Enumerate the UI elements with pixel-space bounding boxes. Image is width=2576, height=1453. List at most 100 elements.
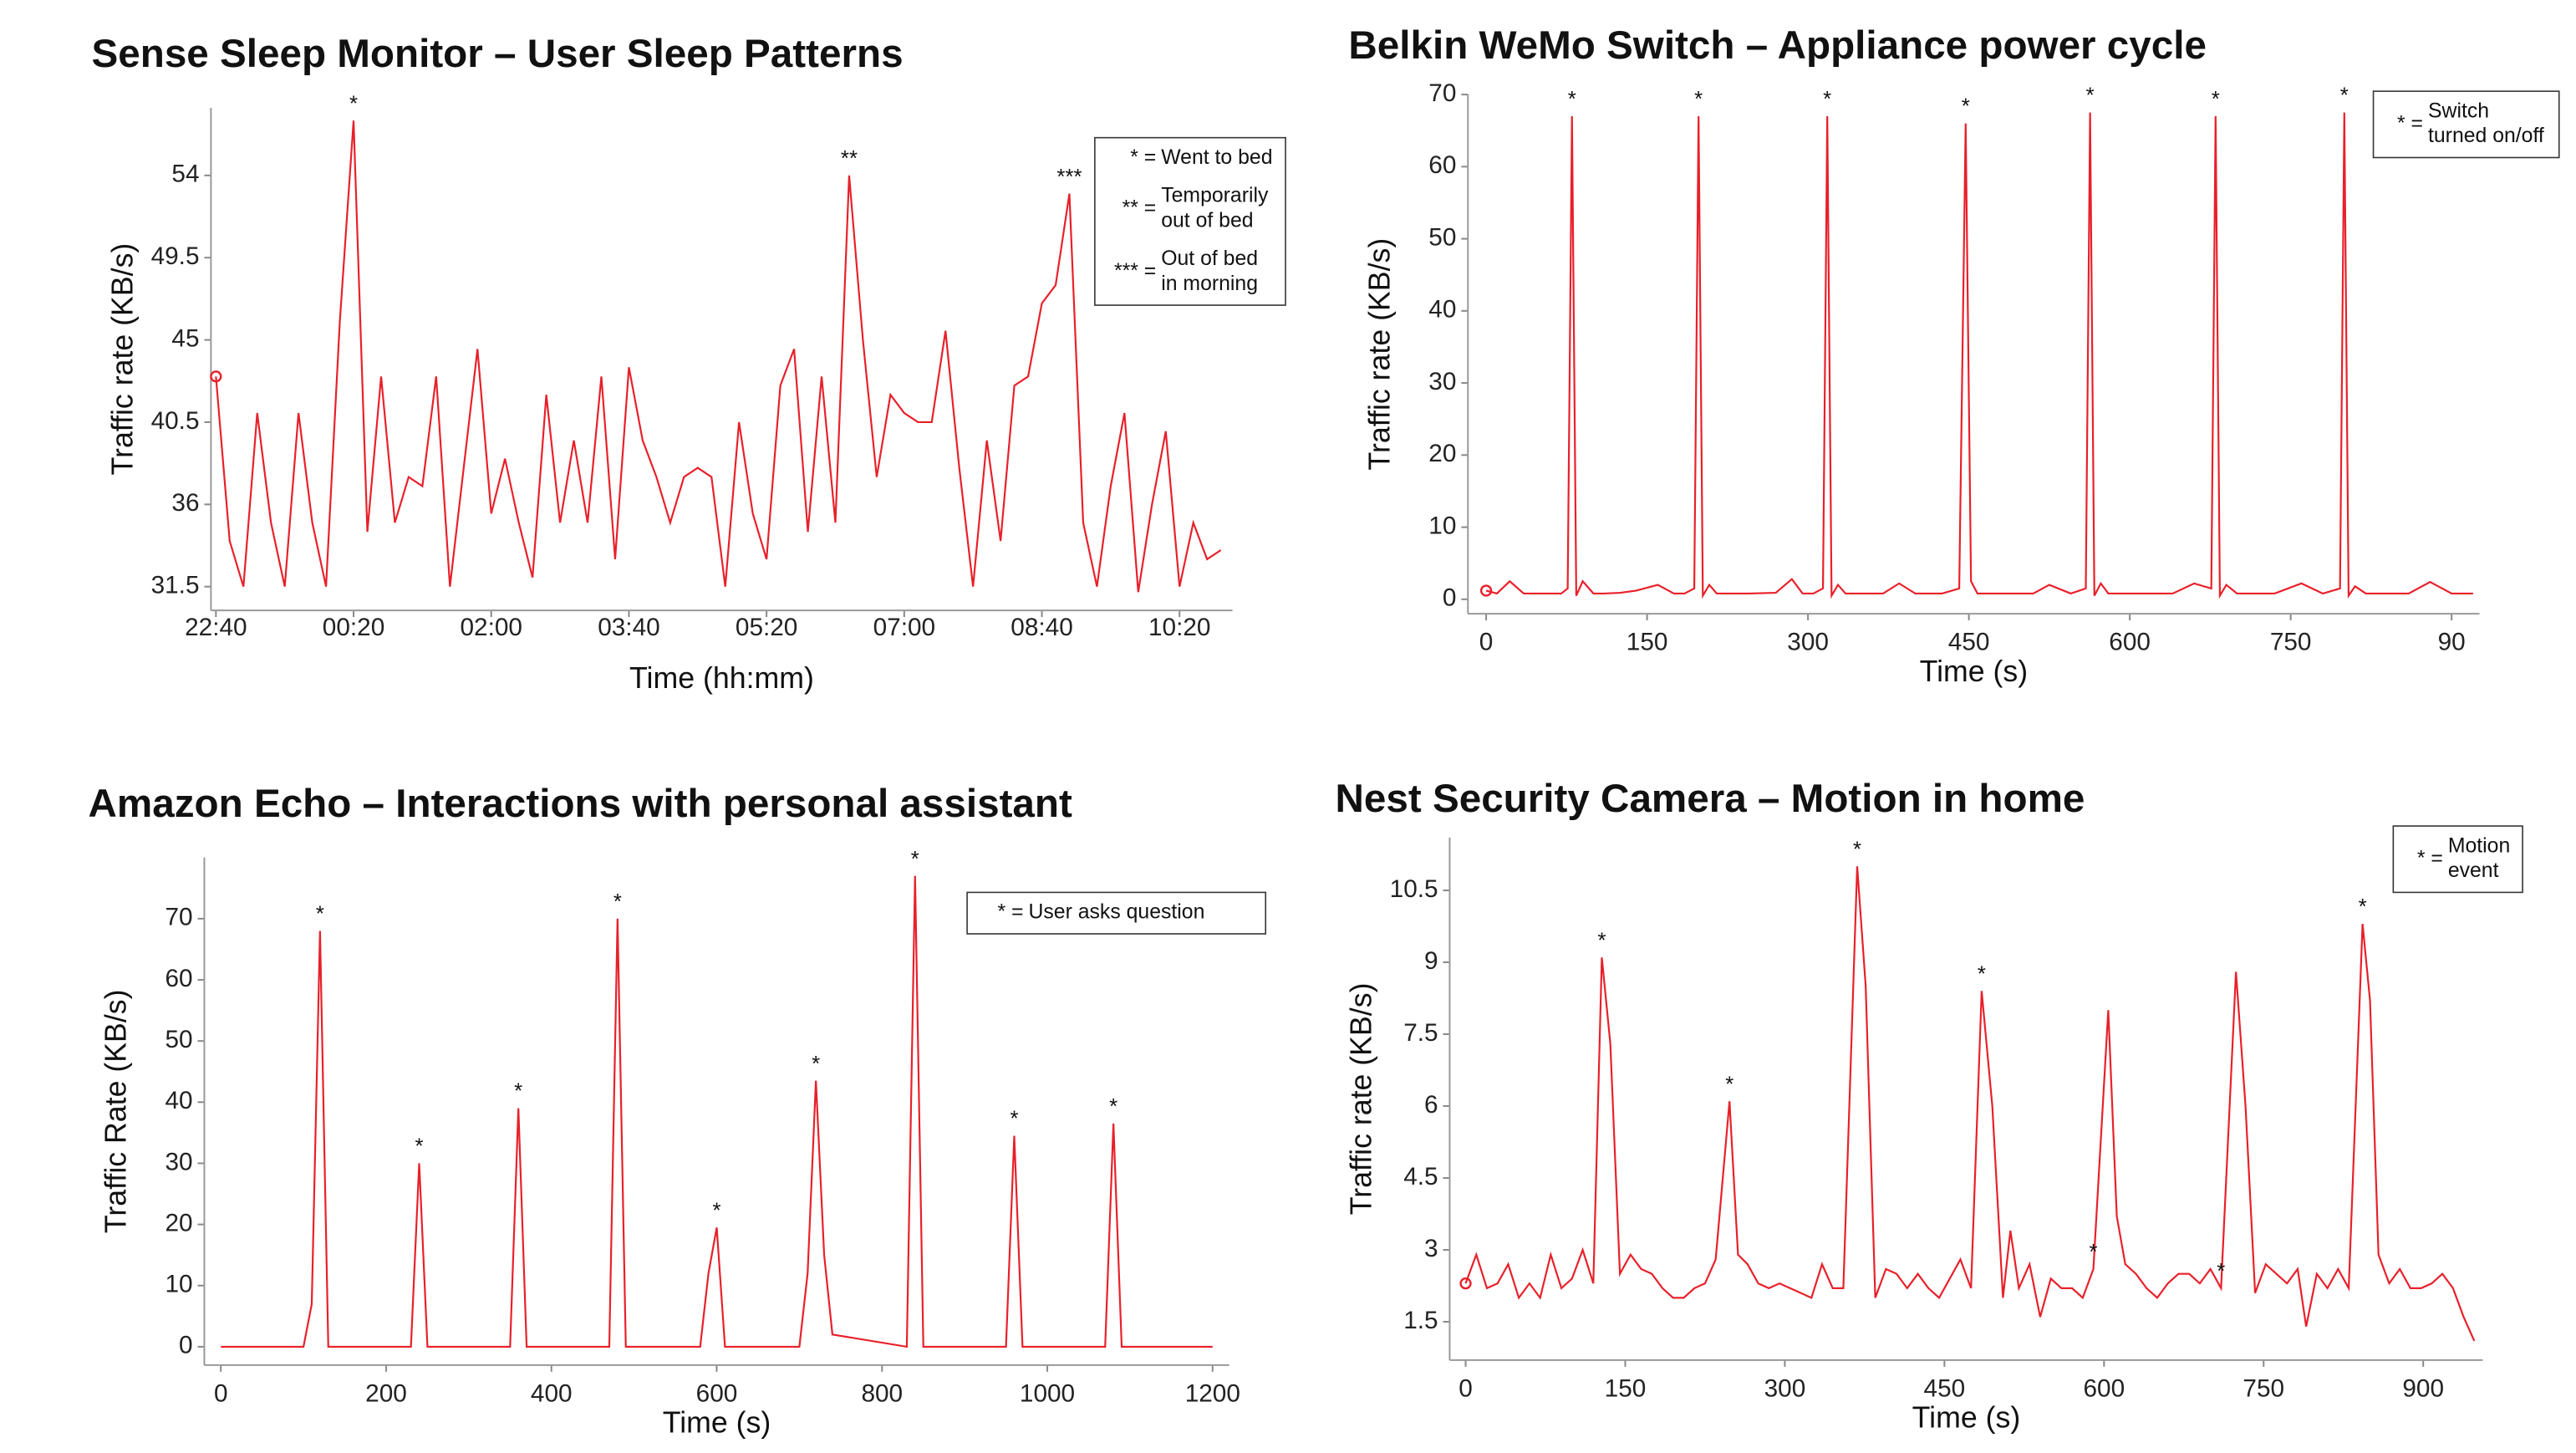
x-tick-label: 0 — [1479, 629, 1494, 656]
annotation: * — [1568, 88, 1576, 111]
x-axis-label: Time (hh:mm) — [629, 661, 814, 695]
annotation: ** — [841, 147, 858, 171]
annotation: * — [1823, 88, 1831, 111]
chart-title: Nest Security Camera – Motion in home — [1336, 777, 2085, 821]
legend-symbol: * = — [998, 901, 1024, 924]
annotation: * — [2340, 84, 2349, 108]
data-line — [221, 875, 1213, 1348]
x-tick-label: 1200 — [1185, 1379, 1240, 1407]
x-axis-label: Time (s) — [1912, 1401, 2021, 1435]
y-tick-label: 20 — [165, 1209, 192, 1236]
x-tick-label: 400 — [531, 1379, 573, 1407]
y-tick-label: 40 — [165, 1087, 192, 1114]
legend-text: Switch — [2428, 99, 2489, 122]
y-tick-label: 10.5 — [1390, 875, 1438, 903]
y-tick-label: 6 — [1424, 1091, 1438, 1119]
x-tick-label: 200 — [365, 1379, 407, 1407]
y-tick-label: 9 — [1424, 947, 1438, 975]
annotation: * — [2086, 84, 2095, 108]
y-tick-label: 20 — [1428, 440, 1456, 467]
x-tick-label: 150 — [1605, 1374, 1647, 1402]
y-tick-label: 1.5 — [1403, 1307, 1438, 1334]
chart-panel: Belkin WeMo Switch – Appliance power cyc… — [1348, 23, 2560, 688]
annotation: * — [1109, 1095, 1117, 1119]
y-tick-label: 4.5 — [1403, 1163, 1438, 1190]
chart-title: Belkin WeMo Switch – Appliance power cyc… — [1348, 23, 2207, 68]
legend-text: Motion — [2448, 834, 2510, 857]
start-marker — [1479, 584, 1493, 597]
x-tick-label: 02:00 — [461, 614, 522, 641]
legend-text: out of bed — [1161, 209, 1253, 232]
legend-text: event — [2448, 859, 2499, 882]
x-tick-label: 08:40 — [1011, 614, 1072, 641]
legend-box — [2372, 90, 2560, 159]
y-tick-label: 40 — [1428, 296, 1456, 324]
x-tick-label: 450 — [1948, 629, 1990, 656]
data-line — [1464, 866, 2476, 1342]
y-axis-label: Traffic rate (KB/s) — [1363, 238, 1397, 471]
legend-symbol: * = — [2417, 847, 2443, 869]
y-tick-label: 70 — [165, 904, 192, 931]
x-tick-label: 1000 — [1020, 1379, 1075, 1407]
y-tick-label: 45 — [171, 324, 199, 352]
chart-title: Sense Sleep Monitor – User Sleep Pattern… — [92, 32, 904, 76]
x-axis-label: Time (s) — [663, 1406, 771, 1440]
legend-text: Temporarily — [1161, 185, 1269, 207]
annotation: * — [1010, 1108, 1018, 1131]
start-marker — [210, 370, 222, 383]
annotation: * — [2090, 1241, 2098, 1264]
legend-symbol: *** = — [1114, 260, 1156, 283]
y-tick-label: 0 — [1443, 584, 1457, 612]
annotation: * — [1962, 95, 1970, 119]
legend-box — [2392, 825, 2523, 894]
data-line — [1485, 112, 2473, 599]
y-tick-label: 31.5 — [151, 572, 200, 599]
legend-text: in morning — [1161, 273, 1258, 295]
y-tick-label: 0 — [179, 1332, 193, 1359]
annotation: * — [316, 903, 324, 926]
annotation: * — [613, 890, 622, 914]
annotation: * — [415, 1135, 424, 1159]
legend-box — [966, 891, 1267, 935]
legend-box — [1094, 136, 1286, 306]
annotation: * — [1725, 1073, 1733, 1096]
annotation: * — [349, 92, 358, 115]
x-tick-label: 07:00 — [873, 614, 935, 641]
annotation: * — [812, 1053, 820, 1076]
annotation: * — [911, 848, 919, 871]
legend-text: User asks question — [1029, 901, 1205, 924]
y-tick-label: 10 — [165, 1271, 192, 1298]
x-tick-label: 900 — [2402, 1374, 2444, 1402]
y-tick-label: 3 — [1424, 1235, 1438, 1262]
legend-symbol: * = — [1130, 146, 1156, 169]
x-tick-label: 300 — [1787, 629, 1829, 656]
annotation: * — [712, 1199, 720, 1222]
x-tick-label: 450 — [1924, 1374, 1966, 1402]
y-tick-label: 30 — [1428, 368, 1456, 395]
x-tick-label: 300 — [1764, 1374, 1806, 1402]
annotation: * — [1853, 838, 1861, 861]
x-tick-label: 05:20 — [736, 614, 797, 641]
y-tick-label: 50 — [165, 1026, 192, 1053]
x-tick-label: 0 — [1459, 1374, 1473, 1402]
data-line — [215, 120, 1222, 593]
x-tick-label: 600 — [2083, 1374, 2125, 1402]
y-axis-label: Traffic Rate (KB/s) — [99, 989, 133, 1233]
x-tick-label: 150 — [1627, 629, 1668, 656]
legend-text: Out of bed — [1161, 247, 1258, 270]
chart-panel: Nest Security Camera – Motion in home 0 15… — [1336, 777, 2523, 1435]
annotation: * — [1597, 929, 1606, 952]
y-tick-label: 30 — [165, 1148, 192, 1175]
annotation: * — [2217, 1260, 2225, 1283]
y-tick-label: 7.5 — [1403, 1019, 1438, 1047]
start-marker — [1459, 1277, 1472, 1290]
y-tick-label: 10 — [1428, 512, 1456, 539]
x-tick-label: 600 — [696, 1379, 738, 1407]
x-tick-label: 90 — [2438, 629, 2466, 656]
legend-symbol: * = — [2397, 112, 2423, 135]
x-tick-label: 0 — [214, 1379, 228, 1407]
annotation: * — [1694, 88, 1703, 111]
x-tick-label: 10:20 — [1148, 614, 1210, 641]
